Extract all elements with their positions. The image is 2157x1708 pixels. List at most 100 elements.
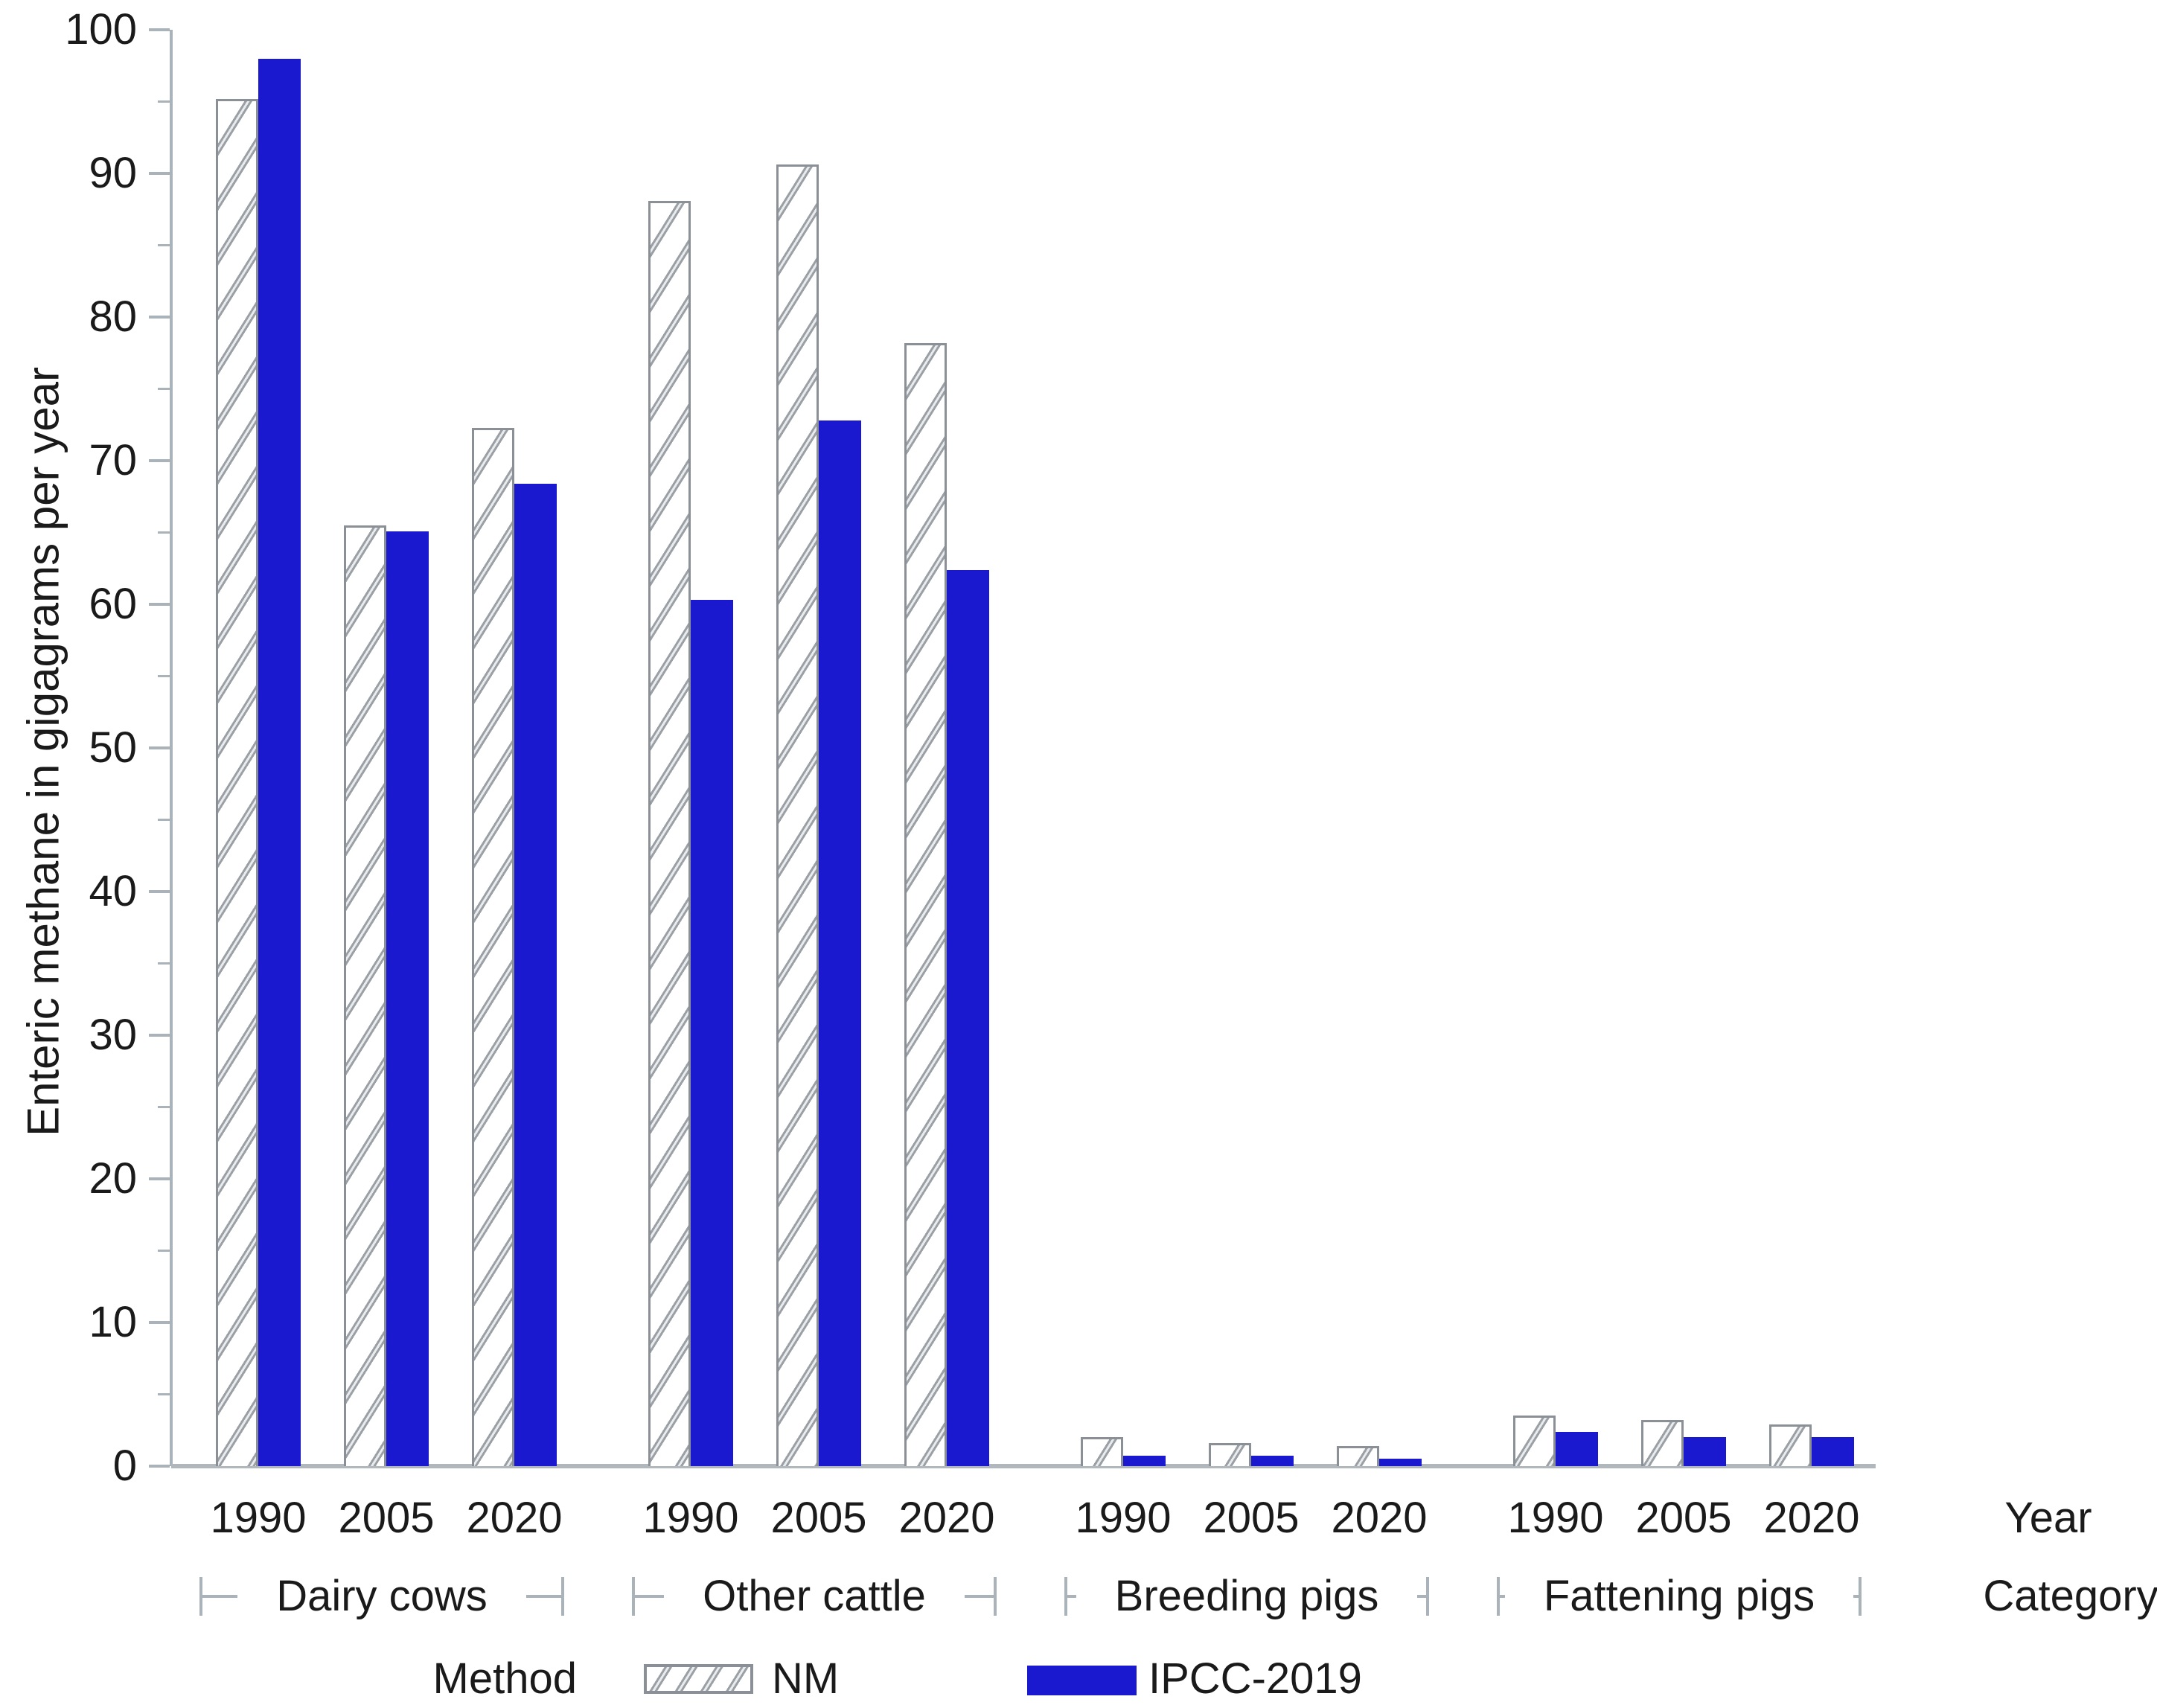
y-tick-label: 20 (89, 1154, 137, 1203)
y-minor-tick (158, 100, 170, 103)
y-minor-tick (158, 674, 170, 677)
bracket-endbar (1859, 1577, 1862, 1616)
bar-dairy-cows-1990-ipcc-2019 (258, 59, 301, 1466)
bar-fattening-pigs-2020-nm (1769, 1424, 1812, 1466)
y-tick-label: 80 (89, 292, 137, 341)
legend-label-ipcc-2019: IPCC-2019 (1148, 1654, 1362, 1703)
bracket-endbar (1426, 1577, 1429, 1616)
x-tick-label-dairy-cows-2020: 2020 (466, 1494, 563, 1542)
y-tick-label: 90 (89, 149, 137, 197)
category-bracket-dairy-cows: Dairy cows (199, 1572, 565, 1620)
y-tick-label: 40 (89, 867, 137, 915)
plot-area: 0 10 20 30 40 50 60 70 80 90 100 (65, 5, 1876, 1490)
x-tick-label-dairy-cows-1990: 1990 (210, 1494, 307, 1542)
bracket-endbar (1497, 1577, 1500, 1616)
bracket-hline (525, 1595, 562, 1598)
y-major-tick (149, 316, 170, 319)
y-minor-tick (158, 962, 170, 965)
bracket-hline (202, 1595, 238, 1598)
bar-breeding-pigs-2005-ipcc-2019 (1251, 1456, 1294, 1466)
bracket-hline (635, 1595, 665, 1598)
y-minor-tick (158, 387, 170, 390)
x-tick-label-dairy-cows-2005: 2005 (338, 1494, 435, 1542)
bracket-hline (1067, 1595, 1076, 1598)
x-tick-label-fattening-pigs-2005: 2005 (1635, 1494, 1732, 1542)
bar-fattening-pigs-2005-nm (1641, 1420, 1684, 1466)
y-minor-tick (158, 1249, 170, 1252)
y-tick-label: 70 (89, 436, 137, 484)
bar-fattening-pigs-1990-nm (1513, 1416, 1556, 1466)
x-tick-label-fattening-pigs-1990: 1990 (1507, 1494, 1604, 1542)
bar-breeding-pigs-2020-ipcc-2019 (1379, 1459, 1422, 1466)
category-bracket-breeding-pigs: Breeding pigs (1064, 1572, 1429, 1620)
bracket-endbar (994, 1577, 997, 1616)
bar-breeding-pigs-1990-nm (1081, 1437, 1123, 1466)
y-tick-label: 10 (89, 1298, 137, 1346)
x-tick-label-breeding-pigs-1990: 1990 (1075, 1494, 1172, 1542)
y-major-tick (149, 172, 170, 175)
x-tick-label-breeding-pigs-2020: 2020 (1331, 1494, 1428, 1542)
y-tick-label: 100 (65, 5, 137, 54)
bar-other-cattle-2020-nm (904, 343, 947, 1466)
category-bracket-other-cattle: Other cattle (632, 1572, 997, 1620)
bar-breeding-pigs-2020-nm (1337, 1446, 1379, 1466)
y-major-tick (149, 746, 170, 749)
bar-fattening-pigs-2020-ipcc-2019 (1812, 1437, 1854, 1466)
bar-other-cattle-2005-nm (776, 164, 819, 1466)
y-minor-tick (158, 1105, 170, 1108)
legend-swatch-nm (644, 1664, 753, 1694)
y-axis-line (170, 30, 173, 1466)
category-label: Other cattle (703, 1572, 926, 1620)
bracket-endbar (632, 1577, 635, 1616)
x-tick-label-breeding-pigs-2005: 2005 (1203, 1494, 1300, 1542)
bar-fattening-pigs-2005-ipcc-2019 (1684, 1437, 1726, 1466)
category-axis-label: Category (1983, 1572, 2157, 1620)
bracket-endbar (1064, 1577, 1067, 1616)
x-tick-label-other-cattle-1990: 1990 (642, 1494, 739, 1542)
category-label: Dairy cows (276, 1572, 488, 1620)
y-minor-tick (158, 818, 170, 821)
legend-swatch-ipcc-2019 (1027, 1666, 1137, 1695)
bar-dairy-cows-2005-ipcc-2019 (386, 531, 429, 1466)
y-tick-label: 60 (89, 580, 137, 628)
y-minor-tick (158, 243, 170, 246)
y-major-tick (149, 1177, 170, 1180)
x-tick-label-fattening-pigs-2020: 2020 (1763, 1494, 1860, 1542)
y-major-tick (149, 1321, 170, 1324)
y-tick-label: 50 (89, 723, 137, 772)
y-major-tick (149, 890, 170, 893)
y-major-tick (149, 603, 170, 606)
bar-dairy-cows-2020-nm (472, 428, 514, 1466)
bar-other-cattle-2005-ipcc-2019 (819, 420, 861, 1466)
y-minor-tick (158, 531, 170, 534)
bracket-endbar (561, 1577, 565, 1616)
category-bracket-fattening-pigs: Fattening pigs (1497, 1572, 1862, 1620)
x-tick-label-other-cattle-2020: 2020 (898, 1494, 995, 1542)
bar-dairy-cows-2020-ipcc-2019 (514, 484, 557, 1466)
y-major-tick (149, 1465, 170, 1468)
category-label: Breeding pigs (1114, 1572, 1379, 1620)
year-axis-label: Year (2004, 1494, 2092, 1542)
bracket-hline (1417, 1595, 1426, 1598)
bar-other-cattle-1990-nm (648, 201, 691, 1466)
bar-breeding-pigs-2005-nm (1209, 1443, 1251, 1466)
bracket-endbar (199, 1577, 202, 1616)
legend-label-nm: NM (772, 1654, 840, 1703)
y-tick-label: 0 (112, 1442, 137, 1490)
y-tick-label: 30 (89, 1011, 137, 1059)
bar-dairy-cows-2005-nm (344, 525, 386, 1466)
bracket-hline (1853, 1595, 1859, 1598)
y-major-tick (149, 459, 170, 462)
bar-dairy-cows-1990-nm (216, 99, 258, 1466)
legend-title: Method (432, 1654, 577, 1703)
bracket-hline (964, 1595, 994, 1598)
bar-fattening-pigs-1990-ipcc-2019 (1556, 1432, 1598, 1466)
x-tick-label-other-cattle-2005: 2005 (770, 1494, 867, 1542)
y-major-tick (149, 28, 170, 31)
x-axis-line (171, 1464, 1876, 1468)
category-label: Fattening pigs (1543, 1572, 1815, 1620)
bar-breeding-pigs-1990-ipcc-2019 (1123, 1456, 1166, 1466)
y-major-tick (149, 1034, 170, 1037)
bar-other-cattle-2020-ipcc-2019 (947, 570, 989, 1466)
